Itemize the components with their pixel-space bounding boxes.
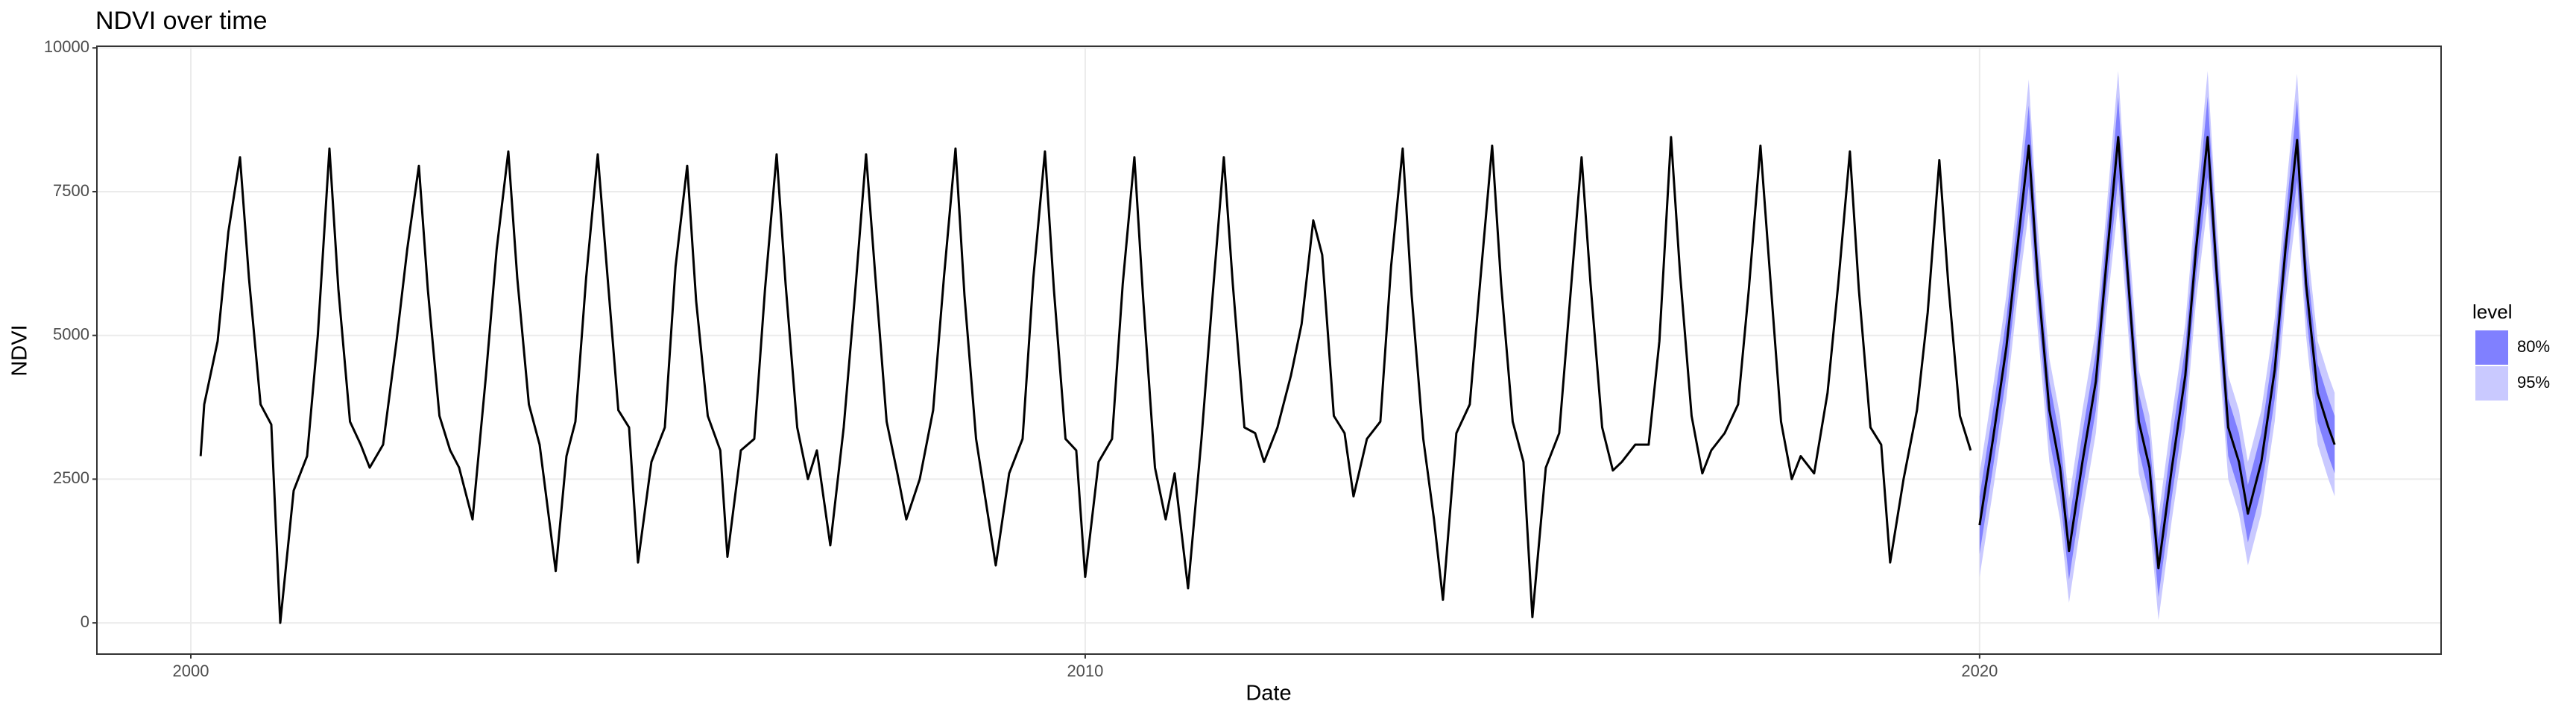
x-tick-label: 2010 [1067, 662, 1103, 680]
legend-swatch [2475, 366, 2508, 401]
y-axis-title: NDVI [8, 324, 32, 376]
forecast-line [1978, 136, 2336, 570]
chart-title: NDVI over time [95, 7, 268, 35]
panel-border [96, 45, 2442, 655]
y-tick-label: 7500 [53, 181, 89, 200]
legend-swatch [2475, 330, 2508, 365]
legend-title: level [2472, 301, 2512, 323]
y-tick-label: 10000 [44, 37, 89, 56]
forecast-band [1979, 96, 2335, 597]
legend-label: 95% [2517, 373, 2550, 392]
x-tick-label: 2000 [173, 662, 209, 680]
x-axis-title: Date [1246, 682, 1291, 706]
x-tick-label: 2020 [1961, 662, 1998, 680]
legend-label: 80% [2517, 337, 2550, 356]
ndvi-line [199, 136, 1972, 624]
y-tick-label: 2500 [53, 468, 89, 487]
y-tick-label: 5000 [53, 325, 89, 344]
y-tick-label: 0 [80, 612, 89, 631]
